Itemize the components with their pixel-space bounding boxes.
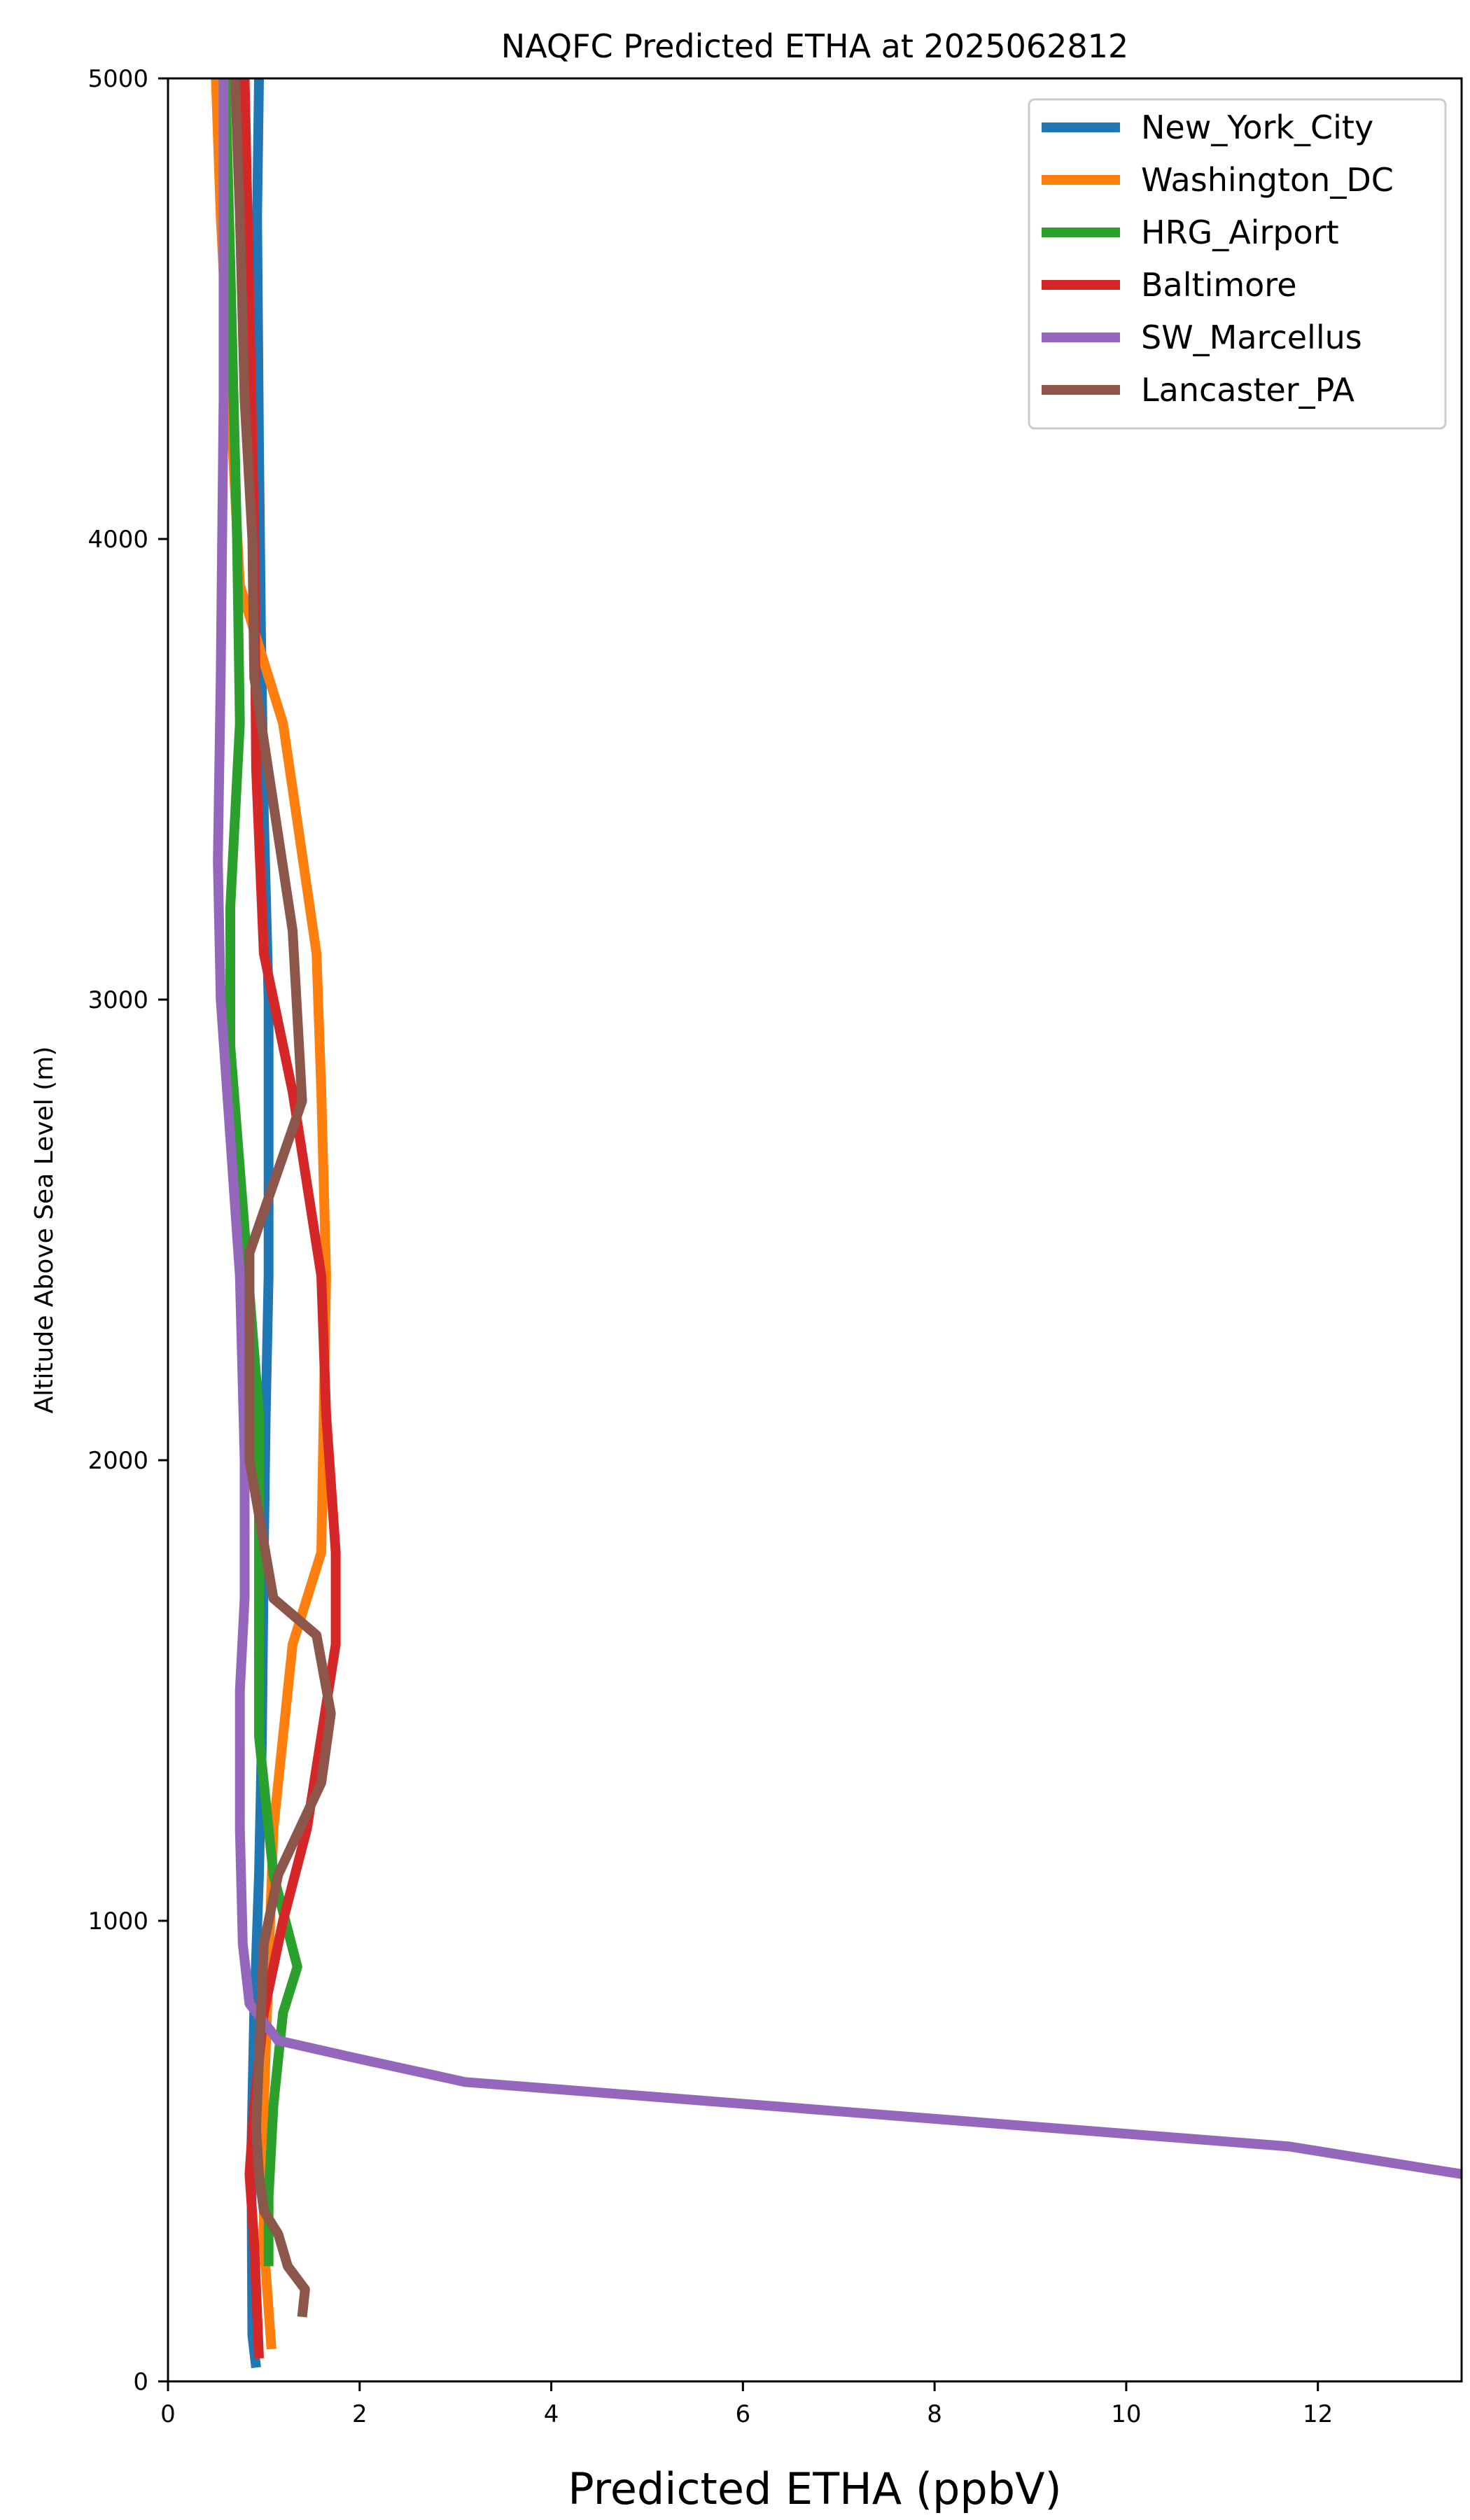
x-tick-label: 2 bbox=[352, 2400, 368, 2428]
x-tick-label: 12 bbox=[1303, 2400, 1333, 2428]
y-tick-label: 3000 bbox=[88, 986, 148, 1014]
x-tick-label: 8 bbox=[927, 2400, 942, 2428]
y-tick-label: 2000 bbox=[88, 1447, 148, 1475]
legend-label: New_York_City bbox=[1141, 108, 1373, 146]
y-tick-label: 5000 bbox=[88, 65, 148, 93]
x-tick-label: 0 bbox=[160, 2400, 176, 2428]
legend-label: SW_Marcellus bbox=[1141, 318, 1362, 356]
legend-label: Washington_DC bbox=[1141, 161, 1394, 199]
y-axis-label: Altitude Above Sea Level (m) bbox=[30, 1046, 59, 1414]
legend-label: Lancaster_PA bbox=[1141, 371, 1354, 409]
series-line-lancaster-pa bbox=[230, 78, 336, 2318]
y-tick-label: 0 bbox=[133, 2368, 148, 2396]
x-tick-label: 4 bbox=[544, 2400, 559, 2428]
x-axis-label: Predicted ETHA (ppbV) bbox=[568, 2463, 1061, 2514]
axes-frame bbox=[167, 77, 1463, 2383]
chart-title: NAQFC Predicted ETHA at 2025062812 bbox=[501, 27, 1128, 65]
legend: New_York_City Washington_DC HRG_Airport Bal… bbox=[1028, 98, 1447, 430]
y-axis: 0 1000 2000 3000 4000 5000 bbox=[88, 65, 168, 2396]
y-tick-label: 4000 bbox=[88, 526, 148, 554]
legend-label: HRG_Airport bbox=[1141, 214, 1339, 251]
x-tick-label: 6 bbox=[736, 2400, 751, 2428]
legend-box bbox=[1028, 98, 1447, 430]
y-tick-label: 1000 bbox=[88, 1907, 148, 1935]
plot-area bbox=[211, 78, 1462, 2369]
series-line-sw-marcellus bbox=[213, 78, 1462, 2179]
x-tick-label: 10 bbox=[1111, 2400, 1141, 2428]
legend-label: Baltimore bbox=[1141, 266, 1297, 304]
x-axis: 0 2 4 6 8 10 12 bbox=[160, 2381, 1333, 2428]
